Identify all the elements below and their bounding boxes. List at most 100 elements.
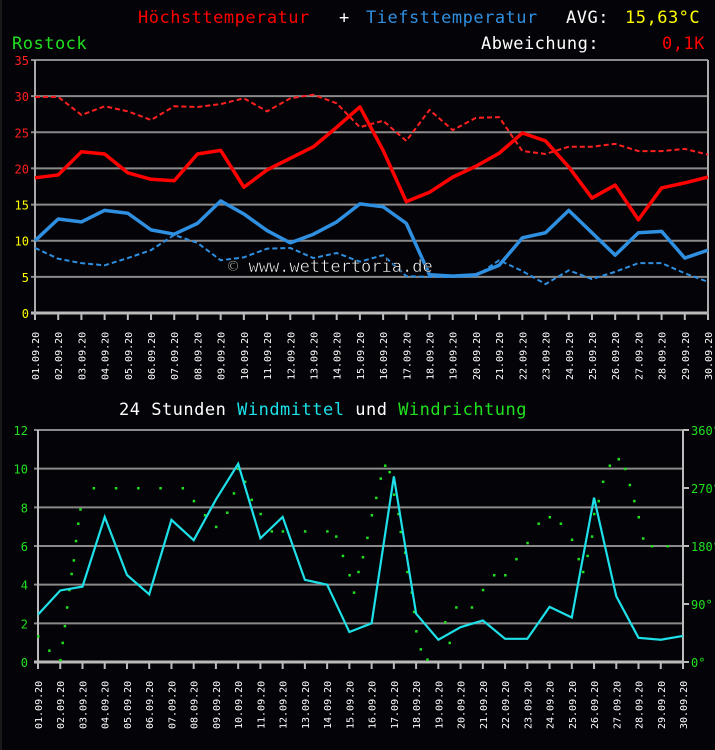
y-tick-label: 12: [14, 424, 28, 438]
x-tick-label: 30.09.20: [679, 681, 690, 729]
direction-dot: [326, 530, 329, 533]
direction-dot: [412, 610, 416, 614]
y-tick-label: 5: [22, 271, 29, 285]
x-tick-label: 05.09.20: [124, 332, 135, 380]
direction-dot: [388, 470, 391, 474]
direction-dot: [392, 493, 396, 496]
x-tick-label: 11.09.20: [256, 681, 267, 729]
x-tick-label: 30.09.20: [704, 332, 715, 380]
x-tick-label: 25.09.20: [588, 332, 599, 380]
watermark: © www.wettertoria.de: [228, 257, 433, 277]
direction-dot: [577, 557, 580, 561]
direction-dot: [641, 537, 645, 540]
x-tick-label: 23.09.20: [542, 332, 553, 380]
x-tick-label: 04.09.20: [101, 681, 112, 729]
direction-dot: [515, 557, 518, 561]
direction-dot: [504, 574, 507, 577]
y-tick-label: 2: [21, 617, 28, 631]
x-tick-label: 10.09.20: [234, 681, 245, 729]
tiefsttemperaturline: [33, 199, 709, 278]
direction-dot: [601, 480, 605, 484]
direction-dot: [348, 574, 351, 577]
direction-dot: [77, 522, 80, 525]
y-tick-label: 30: [15, 90, 29, 104]
direction-dot: [637, 516, 641, 519]
x-tick-label: 28.09.20: [635, 681, 646, 729]
x-tick-label: 18.09.20: [426, 332, 437, 380]
x-tick-label: 21.09.20: [479, 681, 490, 729]
direction-dot: [370, 514, 374, 517]
x-tick-label: 05.09.20: [123, 681, 134, 729]
direction-dot: [593, 512, 596, 516]
x-tick-label: 13.09.20: [301, 681, 312, 729]
x-tick-label: 14.09.20: [333, 332, 344, 380]
x-tick-label: 25.09.20: [568, 681, 579, 729]
direction-dot: [250, 498, 254, 502]
direction-dot: [379, 477, 383, 480]
direction-dot: [361, 555, 365, 559]
x-tick-label: 12.09.20: [286, 332, 297, 380]
direction-dot: [526, 541, 529, 545]
wind-chart-title: 24 Stunden Windmittel und Windrichtung: [119, 400, 527, 420]
deviation-value: 0,1K: [662, 34, 705, 54]
direction-dot: [65, 606, 69, 609]
direction-dot: [352, 591, 356, 594]
x-tick-label: 24.09.20: [565, 332, 576, 380]
x-tick-label: 03.09.20: [77, 332, 88, 380]
wind-title-und: und: [355, 400, 388, 420]
direction-dot: [399, 530, 403, 534]
direction-dot: [232, 492, 236, 495]
x-tick-label: 03.09.20: [78, 681, 89, 729]
avg-label: AVG:: [566, 8, 609, 28]
x-tick-label: 15.09.20: [345, 681, 356, 729]
direction-dot: [492, 574, 496, 577]
direction-dot: [444, 621, 447, 624]
x-tick-label: 17.09.20: [402, 332, 413, 380]
y-tick-label: 20: [15, 162, 29, 176]
x-tick-label: 26.09.20: [611, 332, 622, 380]
direction-dot: [303, 530, 307, 533]
x-tick-label: 29.09.20: [657, 681, 668, 729]
x-tick-label: 11.09.20: [263, 332, 274, 380]
temperature-chart: 0 5 10 15 20 25 30 35 01.09.20 02.09.20 03.09.20 04…: [15, 54, 715, 380]
direction-dot: [419, 648, 423, 651]
direction-dot: [203, 514, 207, 517]
x-tick-label: 07.09.20: [167, 681, 178, 729]
direction-dot: [448, 641, 451, 645]
location-name: Rostock: [12, 34, 88, 54]
direction-dot: [226, 511, 229, 514]
x-tick-label: 02.09.20: [54, 332, 65, 380]
direction-dot: [237, 467, 240, 471]
direction-dot: [470, 606, 474, 609]
direction-dot: [383, 464, 387, 467]
direction-dot: [455, 606, 458, 609]
y-tick-label: 4: [21, 579, 28, 593]
x-tick-label: 18.09.20: [412, 681, 423, 729]
y-tick-label: 10: [15, 235, 29, 249]
direction-dot: [63, 624, 67, 628]
wind-title-part1: 24 Stunden: [119, 400, 227, 420]
x-tick-label: 21.09.20: [495, 332, 506, 380]
x-tick-label: 17.09.20: [390, 681, 401, 729]
title-plus: +: [339, 8, 350, 28]
direction-dot: [159, 487, 162, 490]
x-tick-label: 27.09.20: [612, 681, 623, 729]
wind-title-windrichtung: Windrichtung: [398, 400, 528, 420]
title-min-temp: Tiefsttemperatur: [366, 8, 538, 28]
x-tick-label: 08.09.20: [193, 332, 204, 380]
direction-dot: [259, 512, 262, 516]
y2-tick-label: 360°: [691, 424, 715, 438]
direction-dot: [37, 635, 40, 638]
x-tick-label: 15.09.20: [356, 332, 367, 380]
x-tick-label: 14.09.20: [323, 681, 334, 729]
direction-dot: [270, 530, 274, 533]
x-tick-label: 20.09.20: [472, 332, 483, 380]
direction-dot: [537, 522, 540, 525]
x-tick-label: 27.09.20: [634, 332, 645, 380]
x-tick-label: 22.09.20: [518, 332, 529, 380]
avg-value: 15,63°C: [625, 8, 701, 28]
direction-dot: [243, 480, 247, 484]
direction-dot: [481, 588, 485, 592]
direction-dot: [397, 512, 400, 516]
x-tick-label: 08.09.20: [190, 681, 201, 729]
